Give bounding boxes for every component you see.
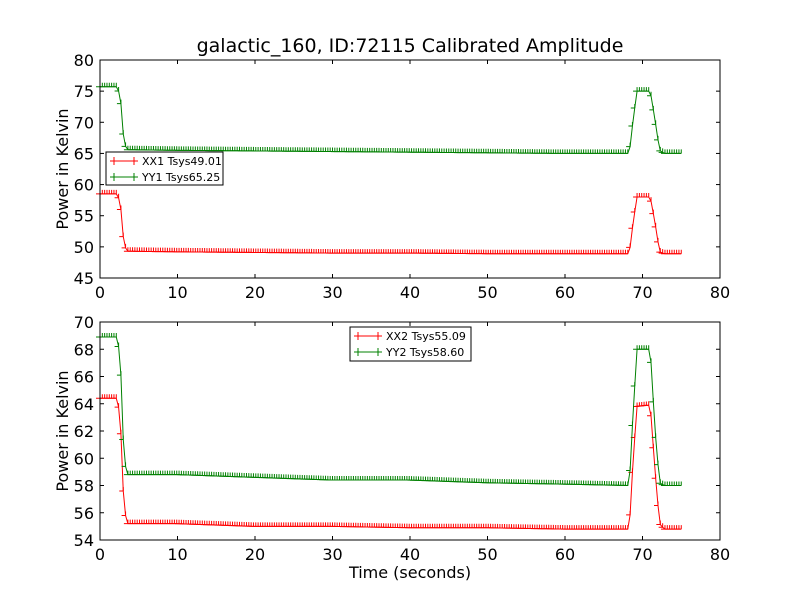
chart-panel-1: 0 10 20 30 40 50 60 70 80 45 50 55 60 65 70 75 80 galacti… <box>53 35 730 302</box>
chart-panel-2: 0 10 20 30 40 50 60 70 80 54 56 58 60 62 64 66 68 70 Power… <box>53 313 730 582</box>
legend-marker <box>110 173 138 181</box>
series-2-2 <box>96 332 682 486</box>
series-1-1 <box>96 189 682 255</box>
y-tick-label: 55 <box>74 207 94 226</box>
x-tick-label: 40 <box>400 283 420 302</box>
x-tick-label: 70 <box>632 545 652 564</box>
y-tick-label: 66 <box>74 368 94 387</box>
y-axis-label: Power in Kelvin <box>53 370 72 491</box>
y-tick-label: 60 <box>74 176 94 195</box>
x-tick-label: 40 <box>400 545 420 564</box>
x-tick-label: 30 <box>322 283 342 302</box>
x-tick-label: 10 <box>167 545 187 564</box>
chart-title: galactic_160, ID:72115 Calibrated Amplit… <box>197 35 624 57</box>
x-tick-label: 80 <box>710 283 730 302</box>
series-2-1 <box>96 394 682 530</box>
y-tick-label: 75 <box>74 82 94 101</box>
series-markers <box>96 394 682 530</box>
series-markers <box>96 189 682 255</box>
y-tick-label: 68 <box>74 340 94 359</box>
x-tick-label: 20 <box>245 545 265 564</box>
x-tick-label: 80 <box>710 545 730 564</box>
y-tick-label: 80 <box>74 51 94 70</box>
x-tick-label: 50 <box>477 283 497 302</box>
y-tick-label: 56 <box>74 504 94 523</box>
legend-box <box>105 151 224 186</box>
y-tick-label: 60 <box>74 449 94 468</box>
x-tick-label: 60 <box>555 545 575 564</box>
legend-marker <box>354 332 382 340</box>
x-tick-label: 0 <box>95 545 105 564</box>
x-tick-label: 20 <box>245 283 265 302</box>
legend-label: XX2 Tsys55.09 <box>386 330 466 343</box>
legend-marker <box>110 157 138 165</box>
legend-label: YY1 Tsys65.25 <box>141 171 220 184</box>
x-tick-label: 50 <box>477 545 497 564</box>
y-tick-label: 70 <box>74 113 94 132</box>
x-tick-label: 0 <box>95 283 105 302</box>
legend-label: XX1 Tsys49.01 <box>142 155 222 168</box>
y-tick-label: 54 <box>74 531 94 550</box>
x-tick-label: 30 <box>322 545 342 564</box>
y-tick-label: 65 <box>74 144 94 163</box>
series-1-2 <box>96 82 682 154</box>
y-tick-label: 62 <box>74 422 94 441</box>
series-markers <box>96 332 682 486</box>
y-tick-label: 64 <box>74 395 94 414</box>
x-tick-label: 10 <box>167 283 187 302</box>
x-tick-label: 60 <box>555 283 575 302</box>
y-tick-label: 70 <box>74 313 94 332</box>
y-tick-label: 58 <box>74 477 94 496</box>
x-tick-label: 70 <box>632 283 652 302</box>
y-tick-label: 50 <box>74 238 94 257</box>
legend: XX2 Tsys55.09 YY2 Tsys58.60 <box>349 326 472 362</box>
y-axis-label: Power in Kelvin <box>53 108 72 229</box>
legend-marker <box>354 348 382 356</box>
legend-box <box>349 326 472 362</box>
y-tick-label: 45 <box>74 269 94 288</box>
legend: XX1 Tsys49.01 YY1 Tsys65.25 <box>105 151 224 186</box>
x-axis-label: Time (seconds) <box>348 563 471 582</box>
legend-label: YY2 Tsys58.60 <box>385 346 464 359</box>
series-markers <box>96 82 682 154</box>
